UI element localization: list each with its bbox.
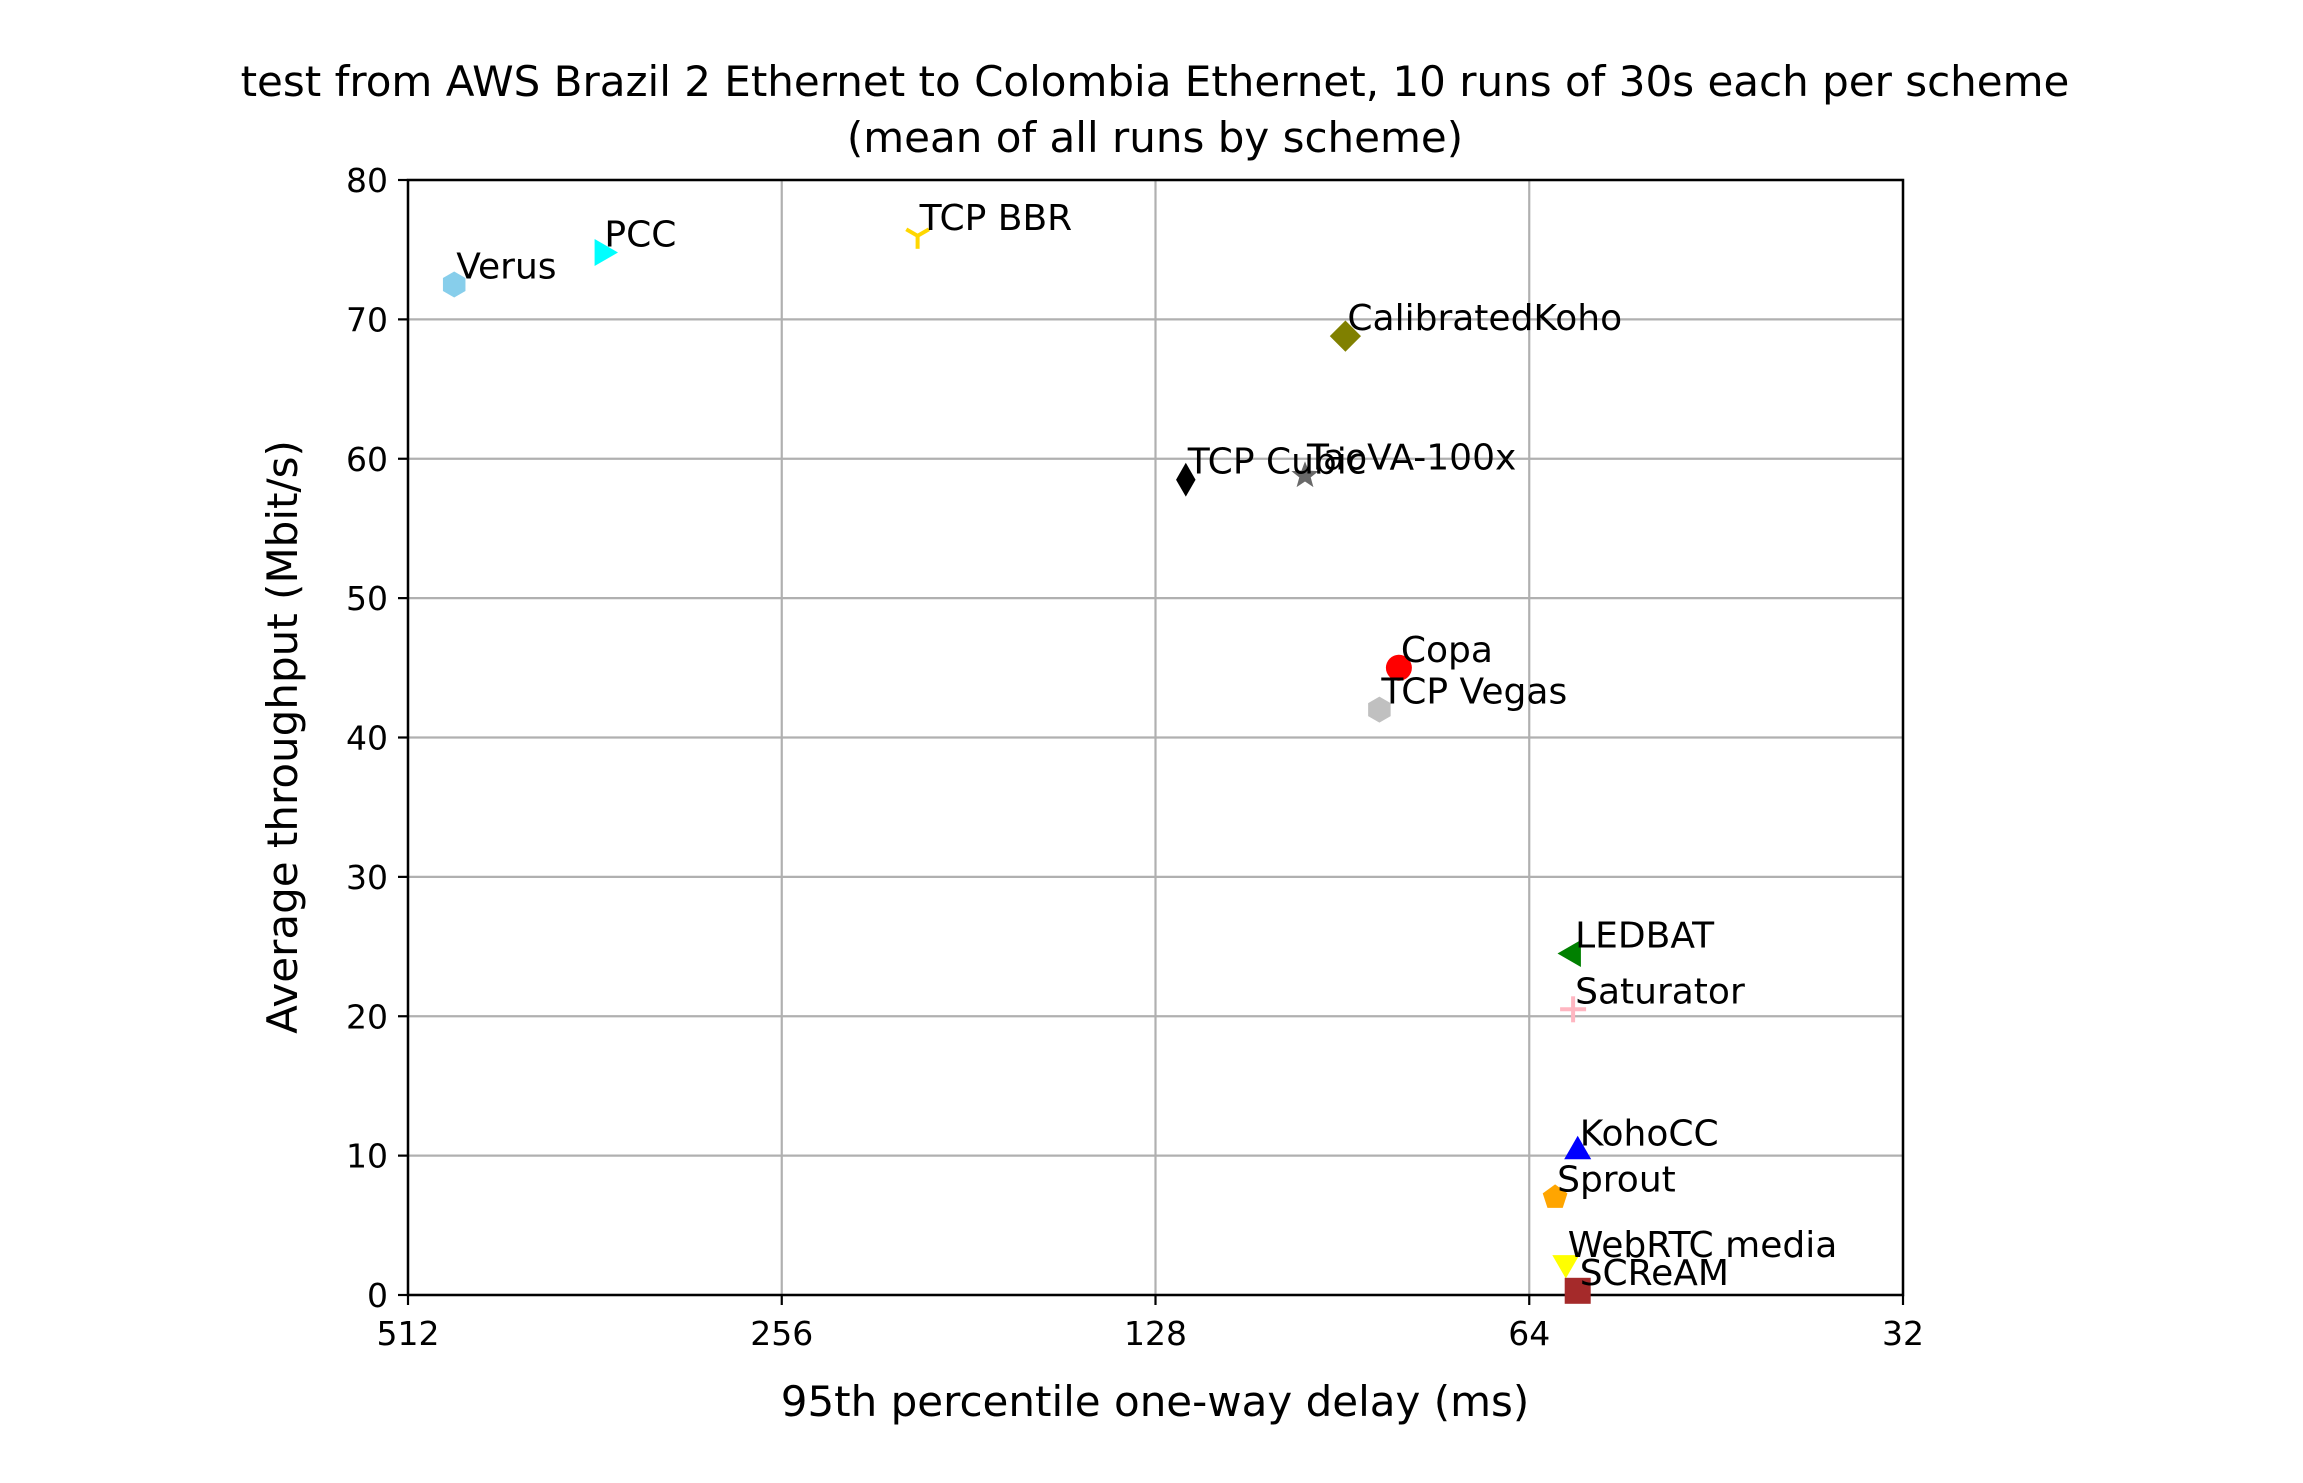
point-calibratedkoho	[1329, 320, 1361, 352]
point-ledbat	[1557, 939, 1581, 968]
x-tick-label: 512	[377, 1314, 440, 1353]
y-tick-label: 10	[346, 1137, 388, 1176]
data-points	[442, 227, 1592, 1304]
point-saturator	[1560, 996, 1587, 1023]
point-tcp-vegas	[1368, 696, 1391, 723]
axis-ticks: 512 256 128 64 32 0 10 20 30 40 50 60 70 80	[346, 161, 1924, 1353]
x-tick-label: 128	[1124, 1314, 1187, 1353]
point-label-taova-100x: TaoVA-100x	[1306, 438, 1516, 479]
point-sprout	[1542, 1184, 1568, 1208]
point-label-kohocc: KohoCC	[1580, 1113, 1719, 1154]
point-label-ledbat: LEDBAT	[1575, 916, 1715, 957]
point-label-pcc: PCC	[604, 215, 676, 256]
y-tick-label: 20	[346, 997, 388, 1036]
point-copa	[1385, 654, 1412, 681]
point-kohocc	[1564, 1135, 1592, 1160]
point-label-webrtc-media: WebRTC media	[1568, 1225, 1837, 1266]
point-scream	[1564, 1277, 1591, 1304]
point-taova-100x	[1291, 461, 1319, 488]
chart-title: test from AWS Brazil 2 Ethernet to Colom…	[241, 57, 2070, 106]
point-label-tcp-bbr: TCP BBR	[919, 198, 1073, 239]
point-label-verus: Verus	[456, 247, 556, 288]
point-pcc	[594, 238, 618, 267]
point-label-tcp-vegas: TCP Vegas	[1380, 672, 1567, 713]
point-label-calibratedkoho: CalibratedKoho	[1347, 298, 1622, 339]
y-tick-label: 30	[346, 858, 388, 897]
y-tick-label: 0	[367, 1276, 388, 1315]
x-tick-label: 256	[750, 1314, 813, 1353]
point-labels: Verus PCC TCP BBR CalibratedKoho TCP CubicTa…	[456, 198, 1837, 1294]
y-tick-label: 70	[346, 300, 388, 339]
y-tick-label: 80	[346, 161, 388, 200]
point-label-tcp-cubic: TCP Cubic	[1187, 442, 1367, 483]
point-webrtc-media	[1552, 1255, 1580, 1279]
point-label-copa: Copa	[1401, 630, 1493, 671]
plot-frame	[406, 178, 1905, 1297]
y-tick-label: 40	[346, 719, 388, 758]
chart-subtitle: (mean of all runs by scheme)	[847, 113, 1463, 162]
y-tick-label: 60	[346, 440, 388, 479]
x-tick-label: 64	[1508, 1314, 1550, 1353]
point-label-scream: SCReAM	[1580, 1253, 1729, 1294]
y-axis-label: Average throughput (Mbit/s)	[258, 440, 307, 1034]
point-tcp-bbr	[905, 227, 930, 249]
point-label-sprout: Sprout	[1557, 1159, 1676, 1200]
x-axis-label: 95th percentile one-way delay (ms)	[781, 1377, 1530, 1426]
y-tick-label: 50	[346, 579, 388, 618]
point-label-saturator: Saturator	[1575, 971, 1745, 1012]
point-verus	[442, 271, 466, 298]
x-tick-label: 32	[1882, 1314, 1924, 1353]
